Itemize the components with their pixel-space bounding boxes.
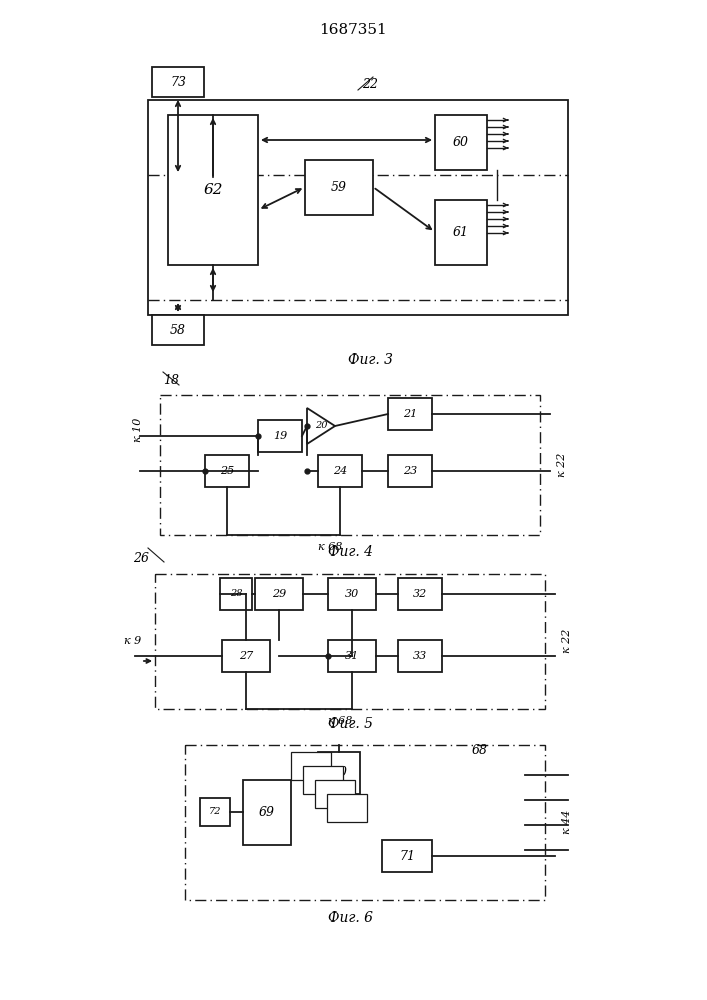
Text: 62: 62	[203, 183, 223, 197]
Text: 24: 24	[333, 466, 347, 476]
Text: 69: 69	[259, 806, 275, 819]
Text: к 10: к 10	[133, 418, 143, 442]
Text: 21: 21	[403, 409, 417, 419]
Bar	[291, 752, 331, 780]
Text: Фиг. 3: Фиг. 3	[348, 353, 392, 367]
Bar	[200, 798, 230, 826]
Text: 23: 23	[403, 466, 417, 476]
Text: 20: 20	[315, 422, 327, 430]
Text: 31: 31	[345, 651, 359, 661]
Bar	[160, 395, 540, 535]
Text: Фиг. 4: Фиг. 4	[327, 545, 373, 559]
Bar	[388, 398, 432, 430]
Text: 68: 68	[472, 744, 488, 756]
Bar	[435, 115, 487, 170]
Text: 71: 71	[399, 850, 415, 862]
Bar	[398, 640, 442, 672]
Text: к 44: к 44	[562, 810, 572, 834]
Text: 18: 18	[163, 373, 179, 386]
Bar	[303, 766, 343, 794]
Bar	[435, 200, 487, 265]
Bar	[318, 455, 362, 487]
Text: 27: 27	[239, 651, 253, 661]
Bar	[382, 840, 432, 872]
Bar	[185, 745, 545, 900]
Bar	[318, 752, 360, 794]
Bar	[315, 780, 355, 808]
Bar	[243, 780, 291, 845]
Text: 26: 26	[133, 552, 149, 564]
Bar	[388, 455, 432, 487]
Text: к 68: к 68	[328, 716, 352, 726]
Text: 25: 25	[220, 466, 234, 476]
Text: 1687351: 1687351	[319, 23, 387, 37]
Text: 19: 19	[273, 431, 287, 441]
Text: к 22: к 22	[562, 629, 572, 653]
Text: к 22: к 22	[557, 453, 567, 477]
Text: 60: 60	[453, 136, 469, 149]
Text: 61: 61	[453, 226, 469, 239]
Bar	[327, 794, 367, 822]
Bar	[155, 574, 545, 709]
Text: к 68: к 68	[318, 542, 342, 552]
Bar	[398, 578, 442, 610]
Bar	[328, 640, 376, 672]
Text: 72: 72	[209, 808, 221, 816]
Bar	[222, 640, 270, 672]
Text: 58: 58	[170, 324, 186, 336]
Bar	[305, 160, 373, 215]
Bar	[152, 67, 204, 97]
Bar	[220, 578, 252, 610]
Text: 29: 29	[272, 589, 286, 599]
Bar	[205, 455, 249, 487]
Text: 32: 32	[413, 589, 427, 599]
Bar	[258, 420, 302, 452]
Text: Фиг. 6: Фиг. 6	[327, 911, 373, 925]
Text: 28: 28	[230, 589, 243, 598]
Text: 73: 73	[170, 76, 186, 89]
Text: 70: 70	[331, 766, 347, 780]
Text: 30: 30	[345, 589, 359, 599]
Text: к 9: к 9	[124, 636, 141, 646]
Bar	[168, 115, 258, 265]
Text: 59: 59	[331, 181, 347, 194]
Bar	[328, 578, 376, 610]
Text: 22: 22	[362, 79, 378, 92]
Text: Фиг. 5: Фиг. 5	[327, 717, 373, 731]
Bar	[255, 578, 303, 610]
Bar	[148, 100, 568, 315]
Bar	[152, 315, 204, 345]
Text: 33: 33	[413, 651, 427, 661]
